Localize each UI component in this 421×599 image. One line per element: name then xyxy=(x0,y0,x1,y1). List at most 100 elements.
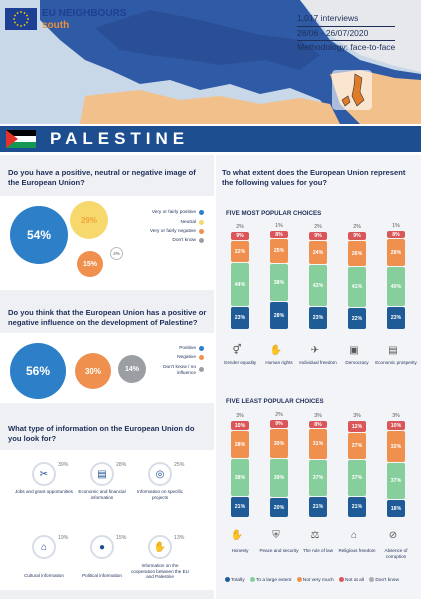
q1-neutral-bubble: 29% xyxy=(70,201,108,239)
info-label: Jobs and grant opportunities xyxy=(15,489,73,494)
bar-segment: 28% xyxy=(270,302,288,329)
info-pct: 28% xyxy=(116,462,127,468)
info-label: Information on specific projects xyxy=(137,489,183,500)
handshake-icon: ✋ xyxy=(148,535,172,559)
bar-segment: 26% xyxy=(348,241,366,266)
europe-map xyxy=(0,0,421,124)
right-column-bg xyxy=(216,155,421,599)
bar-segment: 9% xyxy=(348,232,366,240)
info-pct: 25% xyxy=(174,462,185,468)
bar-segment: 9% xyxy=(231,232,249,240)
bottom-chart-title: FIVE LEAST POPULAR CHOICES xyxy=(226,398,324,405)
info-label: Cultural information xyxy=(24,573,64,578)
democracy-icon: ▣ xyxy=(349,345,359,356)
interviews-count: 1,017 interviews xyxy=(297,12,396,27)
info-pct: 15% xyxy=(116,535,127,541)
bar-segment: 39% xyxy=(270,459,288,497)
dont-know-label: 1% xyxy=(275,223,283,229)
values-legend: Totally To a large extent Not very much … xyxy=(225,577,415,586)
category-label: Gender equality xyxy=(223,360,257,365)
q2-dontknow-bubble: 14% xyxy=(118,355,146,383)
category-label: Honesty xyxy=(231,548,249,553)
country-title-bar: PALESTINE xyxy=(0,126,421,152)
category-label: Democracy xyxy=(345,360,369,365)
q2-legend-dontknow: Don't know / no influence xyxy=(163,365,196,376)
q2-legend-dot xyxy=(199,355,204,360)
law-icon: ⚖ xyxy=(310,530,320,541)
info-label: Political information xyxy=(82,573,122,578)
freedom-icon: ✈ xyxy=(310,345,320,356)
category-label: Human rights xyxy=(265,360,293,365)
bar-segment: 38% xyxy=(231,459,249,496)
bar-segment: 28% xyxy=(387,239,405,266)
money-icon: ▤ xyxy=(90,462,114,486)
corruption-icon: ⊘ xyxy=(388,530,398,541)
bar-segment: 40% xyxy=(387,267,405,306)
bar-segment: 8% xyxy=(309,421,327,428)
bar-segment: 21% xyxy=(309,497,327,517)
dont-know-label: 2% xyxy=(314,224,322,230)
bar-segment: 41% xyxy=(348,267,366,307)
q1-legend-dot xyxy=(199,220,204,225)
bar-segment: 20% xyxy=(270,498,288,517)
category-label: The rule of law xyxy=(302,548,334,553)
bar-segment: 23% xyxy=(309,307,327,329)
palestine-flag-icon xyxy=(6,130,36,148)
brand: EU NEIGHBOURS south xyxy=(5,8,126,32)
bar-segment: 27% xyxy=(348,433,366,459)
person-icon: ● xyxy=(90,535,114,559)
bar-segment: 8% xyxy=(270,231,288,238)
q1-legend-dot xyxy=(199,210,204,215)
legend-dont-know: Don't know xyxy=(369,577,399,583)
bar-segment: 42% xyxy=(309,265,327,306)
q1-positive-bubble: 54% xyxy=(10,206,68,264)
legend-large: To a large extent xyxy=(249,577,291,583)
dont-know-label: 2% xyxy=(275,412,283,418)
category-label: Religious freedom xyxy=(338,548,376,553)
bar-segment: 37% xyxy=(309,460,327,496)
bar-segment: 18% xyxy=(387,500,405,517)
eu-flag-icon xyxy=(5,8,37,30)
header-map-area: EU NEIGHBOURS south 1,017 interviews 28/… xyxy=(0,0,421,124)
religion-icon: ⌂ xyxy=(350,530,358,541)
q1-legend-positive: Very or fairly positive xyxy=(151,210,196,215)
brand-title: EU NEIGHBOURS xyxy=(42,8,127,19)
q4-question: To what extent does the European Union r… xyxy=(222,168,406,187)
category-label: Economic prosperity xyxy=(375,360,417,365)
country-name: PALESTINE xyxy=(50,129,190,148)
dont-know-label: 3% xyxy=(353,413,361,419)
legend-not-very: Not very much xyxy=(296,577,334,583)
bar-segment: 28% xyxy=(231,431,249,458)
bar-segment: 12% xyxy=(348,421,366,432)
category-label: Absence of corruption xyxy=(384,548,408,559)
dont-know-label: 2% xyxy=(353,224,361,230)
q1-legend-dontknow: Don't know xyxy=(172,238,196,243)
bar-segment: 22% xyxy=(231,241,249,262)
survey-dates: 28/06 - 26/07/2020 xyxy=(297,27,396,41)
tools-icon: ✂ xyxy=(32,462,56,486)
dont-know-label: 2% xyxy=(236,224,244,230)
q1-negative-bubble: 15% xyxy=(77,251,103,277)
q3-question: What type of information on the European… xyxy=(8,424,195,443)
bar-segment: 23% xyxy=(387,307,405,329)
bar-segment: 24% xyxy=(309,241,327,264)
bar-segment: 10% xyxy=(387,421,405,430)
category-label: Peace and security xyxy=(259,548,299,553)
survey-meta: 1,017 interviews 28/06 - 26/07/2020 Meth… xyxy=(297,12,396,55)
info-pct: 39% xyxy=(58,462,69,468)
gender-icon: ⚥ xyxy=(232,345,242,356)
legend-totally: Totally xyxy=(225,577,245,583)
q1-legend-dot xyxy=(199,229,204,234)
bar-segment: 22% xyxy=(348,308,366,329)
bar-segment: 10% xyxy=(231,421,249,430)
q2-legend-positive: Positive xyxy=(179,346,196,351)
q2-negative-bubble: 30% xyxy=(75,353,111,389)
bar-segment: 9% xyxy=(270,420,288,428)
q2-question: Do you think that the European Union has… xyxy=(8,308,207,327)
bar-segment: 21% xyxy=(348,497,366,517)
info-label: Economic and financial information xyxy=(78,489,126,500)
bar-segment: 31% xyxy=(309,429,327,459)
legend-not-at-all: Not at all xyxy=(339,577,364,583)
methodology: Methodology: face-to-face xyxy=(297,42,396,52)
